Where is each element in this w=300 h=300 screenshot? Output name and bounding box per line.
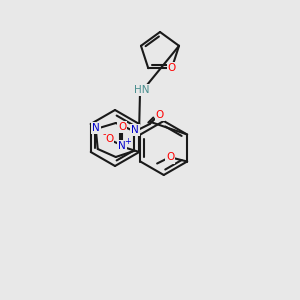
Text: O: O <box>118 122 126 132</box>
Text: N: N <box>131 125 139 135</box>
Text: N: N <box>92 123 100 133</box>
Text: O: O <box>168 63 176 73</box>
Text: -: - <box>103 129 106 139</box>
Text: O: O <box>105 134 113 144</box>
Text: O: O <box>166 152 174 163</box>
Text: N: N <box>118 141 126 151</box>
Text: HN: HN <box>134 85 150 95</box>
Text: O: O <box>156 110 164 120</box>
Text: +: + <box>124 137 131 146</box>
